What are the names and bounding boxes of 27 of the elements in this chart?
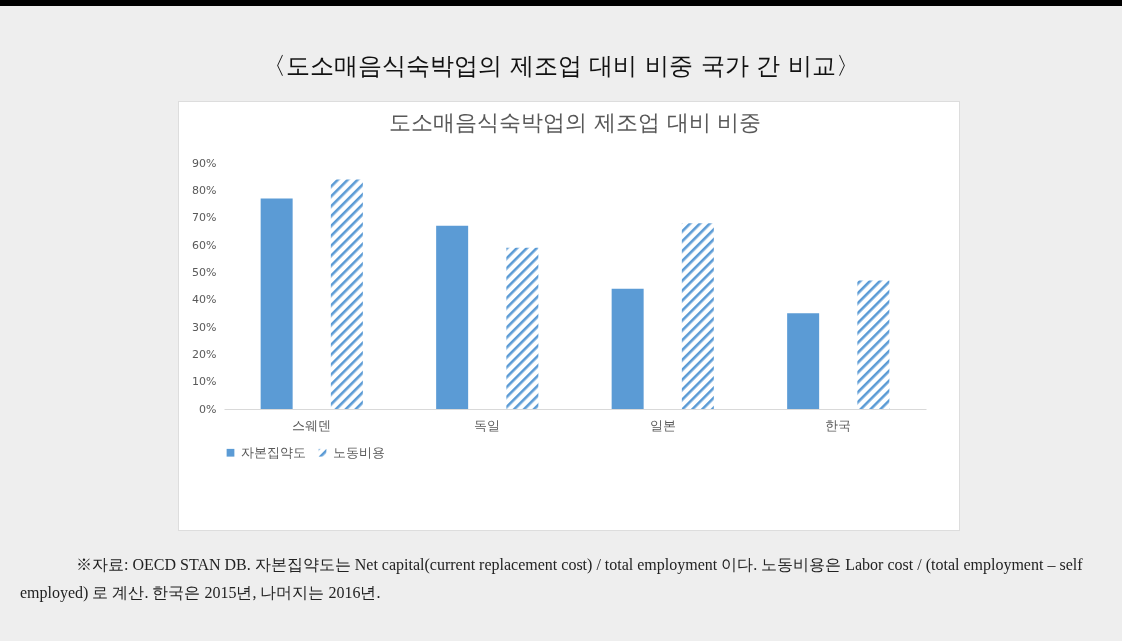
bar [436,225,469,409]
y-tick-label: 70% [192,211,217,225]
x-tick-label: 독일 [474,417,501,433]
bar [506,247,539,409]
y-tick-label: 0% [199,402,217,416]
x-tick-label: 스웨덴 [292,417,332,433]
y-tick-label: 80% [192,183,217,197]
chart-title: 〈도소매음식숙박업의 제조업 대비 비중 국가 간 비교〉 [261,51,861,82]
y-tick-label: 40% [192,293,217,307]
y-tick-label: 90% [192,156,217,170]
legend-label: 자본집약도 [241,444,306,460]
bar [681,223,714,409]
y-tick-label: 30% [192,320,217,334]
legend-label: 노동비용 [333,444,385,460]
bar [260,198,293,409]
y-tick-label: 10% [192,375,217,389]
y-tick-label: 20% [192,347,217,361]
y-tick-label: 60% [192,238,217,252]
bar [611,288,644,409]
bar [330,179,363,409]
bar [857,280,890,409]
x-tick-label: 한국 [825,417,852,433]
x-tick-label: 일본 [649,417,676,433]
y-tick-label: 50% [192,265,217,279]
text: ※자료: OECD STAN DB. 자본집약도는 Net capital(current replacement cost) / total employment 이다. 노동비용은 Labor cost / (total employment – self employed) 로 계산. 한국은 2015년, 나머지는 2016년. [20,555,1084,604]
chart-subtitle: 도소매음식숙박업의 제조업 대비 비중 [388,110,762,135]
bar [787,313,820,409]
